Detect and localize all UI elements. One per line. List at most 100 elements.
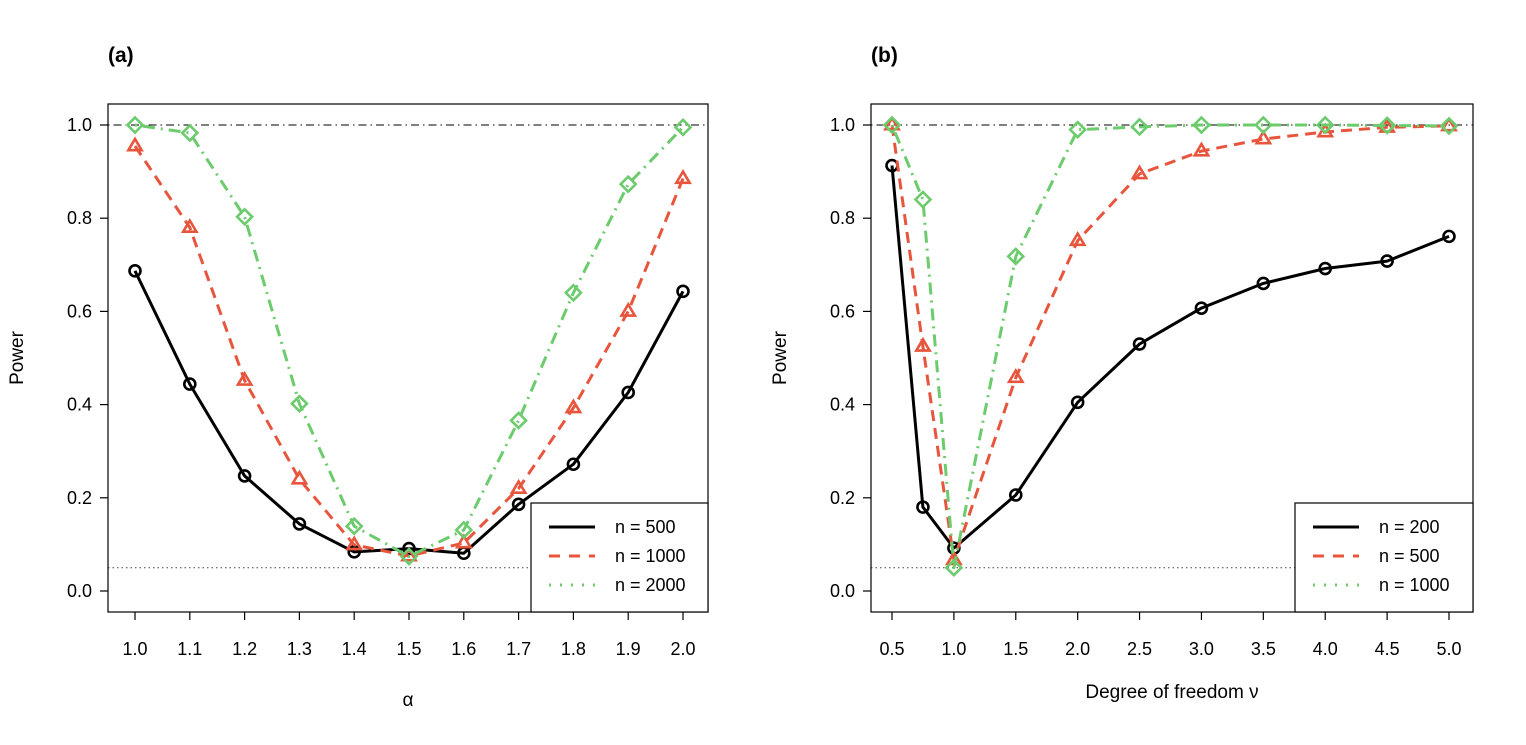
panel-b-x-tick-label-6: 3.5 [1251, 639, 1276, 659]
panel-b-x-tick-label-3: 2.0 [1065, 639, 1090, 659]
panel-a-x-tick-label-7: 1.7 [506, 639, 531, 659]
panel-a-series-1-point-5 [400, 546, 418, 562]
panel-b-y-tick-label-3: 0.6 [830, 301, 855, 321]
panel-a-x-tick-label-1: 1.1 [177, 639, 202, 659]
panel-a-x-tick-label-8: 1.8 [561, 639, 586, 659]
panel-a-series-0-point-5 [402, 541, 416, 556]
panel-b-x-tick-label-9: 5.0 [1436, 639, 1461, 659]
panel-a-x-tick-label-4: 1.4 [342, 639, 367, 659]
panel-b-series-0-point-4 [1070, 395, 1085, 410]
panel-b-legend: n = 200 n = 500 n = 1000 [1294, 502, 1474, 613]
panel-b-series-1-point-5 [1130, 164, 1149, 180]
panel-a-legend-label-1: n = 1000 [615, 546, 686, 566]
panel-a-label: (a) [108, 44, 134, 67]
panel-b-series-2-point-0 [882, 115, 902, 135]
panel-b-legend-label-1: n = 500 [1379, 546, 1440, 566]
panel-a-series-2-point-7 [509, 411, 528, 430]
panel-a-series-1-point-0 [126, 136, 144, 152]
panel-a-series-1-point-8 [564, 398, 583, 414]
panel-b-series-1-point-6 [1192, 141, 1211, 157]
panel-a-plot-frame [107, 103, 709, 613]
panel-b-y-axis-label: Power [770, 330, 791, 385]
panel-b-series-1-point-3 [1006, 368, 1025, 384]
panel-a-x-tick-label-9: 1.9 [616, 639, 641, 659]
panel-a-series-0-point-1 [183, 377, 197, 391]
panel-b-series-2-point-10 [1439, 116, 1459, 136]
panel-a-y-tick-label-0: 0.0 [67, 581, 92, 601]
panel-b-series-0-point-5 [1132, 337, 1147, 351]
panel-b-series-1-line [890, 124, 1450, 562]
panel-b: (b) 0.0 0.2 0.4 0.6 0.8 1.0 0.5 1.0 1.5 2.0 2.5 3.0 3… [770, 44, 1474, 703]
panel-b-series-0-point-6 [1194, 301, 1209, 315]
panel-b-series-2-point-1 [913, 190, 933, 209]
panel-a-x-tick-label-5: 1.5 [396, 639, 421, 659]
panel-a-series-2-point-1 [180, 123, 200, 143]
panel-b-series-1-point-0 [883, 115, 901, 131]
panel-b-series-0-point-8 [1318, 261, 1333, 276]
panel-b-legend-label-0: n = 200 [1379, 517, 1440, 537]
panel-a-series-2-line [134, 123, 685, 558]
panel-b-x-tick-label-1: 1.0 [941, 639, 966, 659]
panel-b-series-0-line [890, 165, 1450, 550]
panel-b-series-2-point-4 [1068, 120, 1088, 139]
panel-b-x-tick-label-7: 4.0 [1313, 639, 1338, 659]
panel-b-series-1-point-10 [1440, 116, 1458, 132]
panel-a-series-1-point-9 [619, 301, 638, 317]
panel-a-x-tick-label-0: 1.0 [122, 639, 147, 659]
panel-a-series-1-point-7 [509, 478, 528, 494]
panel-a: (a) 0.0 0.2 0.4 0.6 0.8 1.0 1.0 1.1 1.2 1.3 1.4 1.5 1… [7, 44, 709, 711]
panel-a-x-axis-label: α [403, 690, 414, 711]
panel-b-series-2-point-9 [1377, 116, 1397, 135]
panel-b-y-tick-label-1: 0.2 [830, 488, 855, 508]
panel-a-y-tick-label-2: 0.4 [67, 395, 92, 415]
panel-b-legend-label-2: n = 1000 [1379, 575, 1450, 595]
panel-b-series-2-point-5 [1130, 117, 1149, 137]
panel-b-series-2-point-6 [1192, 115, 1211, 135]
panel-a-series-1-point-4 [345, 535, 364, 551]
panel-b-series-1-point-4 [1068, 231, 1087, 247]
panel-b-y-tick-label-5: 1.0 [830, 115, 855, 135]
panel-a-series-1-line [133, 145, 685, 558]
panel-a-series-1-point-3 [290, 469, 309, 485]
panel-b-x-tick-label-0: 0.5 [879, 639, 904, 659]
panel-a-y-tick-label-4: 0.8 [67, 208, 92, 228]
panel-a-series-2-point-5 [399, 547, 419, 566]
panel-a-series-0-point-7 [511, 497, 526, 512]
panel-a-series-2-point-3 [290, 394, 309, 414]
panel-a-y-axis-label: Power [7, 330, 28, 385]
panel-a-x-tick-label-6: 1.6 [451, 639, 476, 659]
panel-a-x-tick-label-10: 2.0 [670, 639, 695, 659]
panel-b-label: (b) [871, 44, 898, 67]
panel-b-series-0-point-10 [1442, 229, 1456, 244]
panel-b-series-0-point-1 [916, 500, 930, 514]
panel-a-series-2-point-2 [235, 207, 254, 227]
panel-a-series-1-point-2 [235, 370, 254, 386]
panel-b-series-0-point-7 [1256, 276, 1271, 291]
panel-b-x-tick-label-4: 2.5 [1127, 639, 1152, 659]
panel-b-series-1-point-1 [914, 336, 932, 352]
panel-a-series-0-point-10 [676, 284, 690, 299]
panel-a-series-2-point-10 [673, 117, 693, 137]
panel-a-y-tick-label-3: 0.6 [67, 301, 92, 321]
panel-a-series-2-point-6 [454, 520, 474, 540]
panel-a-series-1-point-10 [674, 169, 692, 185]
panel-a-y-tick-label-1: 0.2 [67, 488, 92, 508]
panel-b-x-tick-label-2: 1.5 [1003, 639, 1028, 659]
panel-b-series-2-point-2 [944, 558, 964, 578]
panel-b-series-2-point-8 [1315, 115, 1335, 135]
panel-b-series-2-point-3 [1006, 247, 1026, 266]
panel-a-series-2-point-4 [344, 516, 364, 536]
panel-a-legend: n = 500 n = 1000 n = 2000 [530, 502, 709, 613]
panel-a-y-tick-label-5: 1.0 [67, 115, 92, 135]
panel-b-series-1-point-7 [1254, 129, 1273, 145]
panel-a-series-0-point-9 [621, 385, 636, 400]
panel-a-x-tick-label-2: 1.2 [232, 639, 257, 659]
panel-b-x-tick-label-8: 4.5 [1375, 639, 1400, 659]
panel-a-series-2-point-8 [564, 283, 583, 303]
panel-a-series-1-point-1 [180, 217, 199, 234]
panel-a-series-2-point-0 [125, 115, 145, 135]
panel-a-legend-box [530, 502, 709, 613]
panel-b-plot-frame [870, 103, 1474, 613]
panel-a-series-0-point-8 [566, 457, 581, 472]
